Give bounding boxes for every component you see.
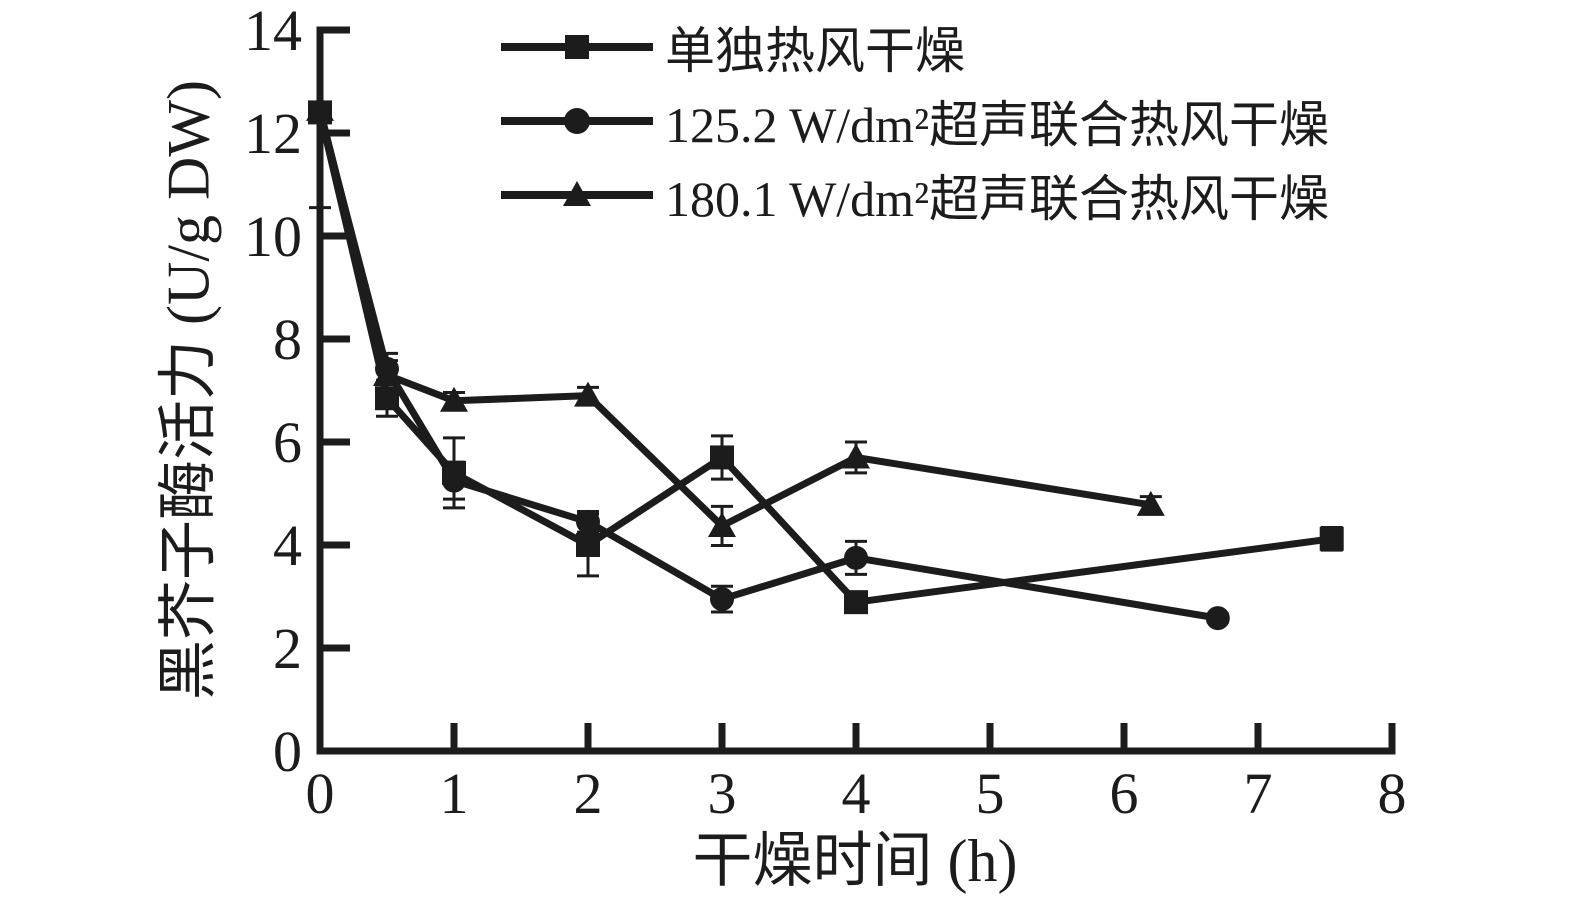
legend-entry-180: 180.1 W/dm²超声联合热风干燥: [497, 164, 1329, 227]
axis-lines: [316, 26, 1396, 755]
data-point-square: [844, 590, 868, 615]
y-tick-label: 14: [244, 0, 302, 63]
data-point-triangle: [440, 386, 468, 412]
data-point-square: [375, 386, 399, 411]
y-tick-label: 2: [273, 616, 302, 681]
y-tick-label: 0: [273, 719, 302, 784]
data-point-circle: [844, 545, 868, 570]
data-point-square: [1319, 526, 1344, 551]
y-tick-label: 12: [244, 101, 302, 166]
y-axis-title: 黑芥子酶活力 (U/g DW): [155, 80, 222, 700]
data-point-square: [442, 460, 466, 485]
data-point-square: [576, 533, 600, 557]
x-tick-label: 7: [1244, 761, 1273, 826]
legend-entry-125: 125.2 W/dm²超声联合热风干燥: [497, 90, 1329, 153]
y-tick-label: 4: [273, 513, 302, 578]
x-tick-label: 0: [306, 761, 335, 826]
x-tick-label: 6: [1110, 761, 1139, 826]
x-tick-label: 2: [574, 761, 603, 826]
x-axis-title: 干燥时间 (h): [692, 828, 1018, 894]
data-point-circle: [1205, 606, 1230, 631]
legend-triangle-marker-icon: [501, 180, 653, 206]
legend-entry-hot-air: 单独热风干燥: [497, 16, 1329, 79]
y-tick-label: 8: [273, 307, 302, 372]
x-tick-label: 1: [440, 761, 469, 826]
data-point-circle: [710, 587, 734, 612]
legend-label-hot-air: 单独热风干燥: [665, 22, 965, 79]
data-point-triangle: [842, 443, 870, 469]
data-point-circle: [375, 356, 399, 381]
legend: 单独热风干燥 125.2 W/dm²超声联合热风干燥 180.1 W/dm²超声…: [497, 16, 1329, 227]
legend-circle-marker-icon: [501, 107, 653, 134]
legend-label-125: 125.2 W/dm²超声联合热风干燥: [665, 96, 1330, 153]
x-tick-label: 3: [708, 761, 737, 826]
data-point-triangle: [574, 381, 602, 407]
data-point-square: [710, 445, 734, 470]
y-tick-label: 10: [244, 204, 302, 269]
y-tick-label: 6: [273, 410, 302, 475]
data-point-square: [308, 100, 332, 125]
x-tick-label: 4: [842, 761, 871, 826]
x-tick-label: 8: [1378, 761, 1407, 826]
x-tick-label: 5: [976, 761, 1005, 826]
data-point-circle: [576, 509, 600, 534]
data-point-triangle: [1136, 490, 1165, 516]
legend-label-180: 180.1 W/dm²超声联合热风干燥: [665, 170, 1330, 227]
data-point-triangle: [708, 511, 736, 537]
legend-square-marker-icon: [501, 34, 653, 59]
